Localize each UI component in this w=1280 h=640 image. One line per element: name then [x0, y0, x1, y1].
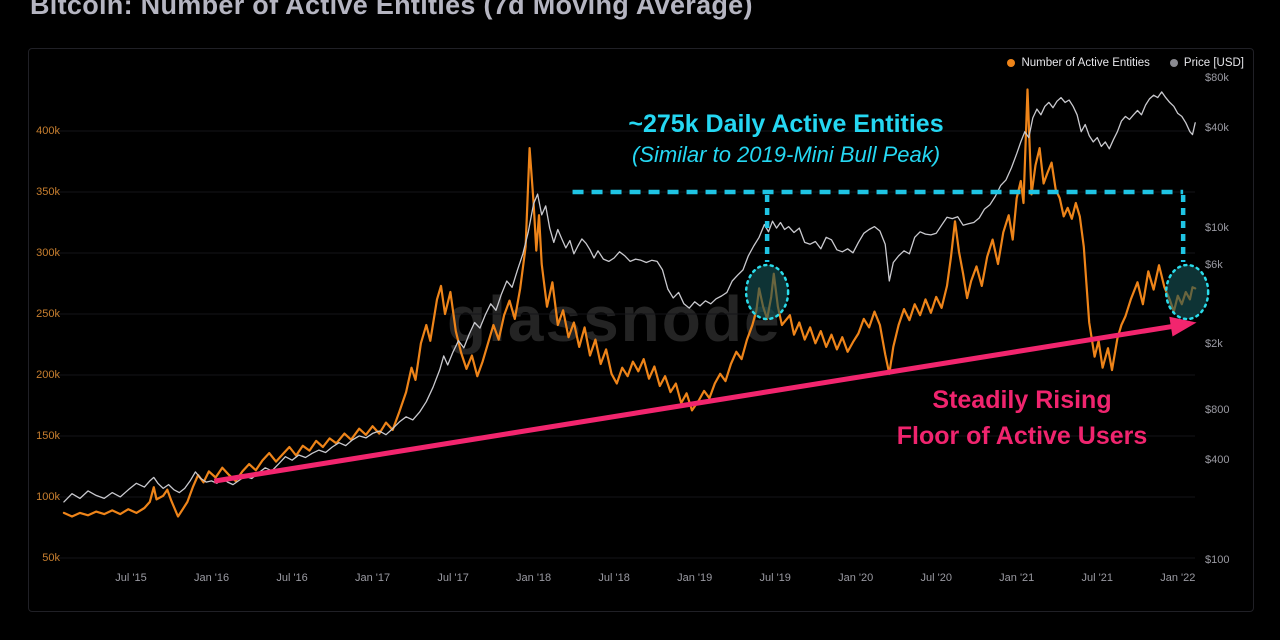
- x-axis-tick: Jul '15: [115, 572, 147, 584]
- chart-title: Bitcoin: Number of Active Entities (7d M…: [30, 0, 753, 20]
- annotation-line: ~275k Daily Active Entities: [628, 110, 944, 138]
- legend-label: Number of Active Entities: [1021, 57, 1150, 69]
- x-axis-tick: Jan '18: [516, 572, 552, 584]
- right-axis-tick: $100: [1205, 554, 1230, 567]
- left-axis-tick: 200k: [36, 369, 60, 381]
- right-axis-tick: $800: [1205, 404, 1230, 417]
- left-axis-tick: 350k: [36, 186, 60, 198]
- x-axis-tick: Jan '21: [999, 572, 1035, 584]
- left-axis-tick: 150k: [36, 430, 60, 442]
- price-series-dot-icon: [1169, 59, 1178, 67]
- left-axis-tick: 50k: [42, 552, 60, 564]
- right-axis-tick: $10k: [1205, 222, 1229, 235]
- annotation-daily-active-entities: ~275k Daily Active Entities (Similar to …: [566, 108, 1006, 170]
- legend-item-entities[interactable]: Number of Active Entities: [1007, 57, 1150, 69]
- x-axis-tick: Jan '17: [355, 572, 391, 584]
- x-axis-tick: Jul '21: [1081, 572, 1113, 584]
- chart-panel: [28, 48, 1254, 612]
- entities-series-dot-icon: [1007, 59, 1016, 67]
- x-axis-tick: Jul '19: [759, 572, 791, 584]
- legend-label: Price [USD]: [1183, 57, 1244, 69]
- left-axis-tick: 300k: [36, 247, 60, 259]
- x-axis-tick: Jan '22: [1160, 572, 1196, 584]
- legend-item-price[interactable]: Price [USD]: [1169, 57, 1244, 69]
- left-axis-tick: 400k: [36, 125, 60, 137]
- right-axis-tick: $400: [1205, 454, 1230, 467]
- annotation-line: (Similar to 2019-Mini Bull Peak): [631, 142, 941, 167]
- legend: Number of Active Entities Price [USD]: [1007, 57, 1244, 69]
- annotation-line: Steadily Rising: [932, 386, 1112, 414]
- x-axis-tick: Jul '18: [598, 572, 630, 584]
- x-axis-tick: Jul '16: [276, 572, 308, 584]
- right-axis-tick: $40k: [1205, 122, 1229, 134]
- left-axis-tick: 100k: [36, 491, 60, 503]
- annotation-rising-floor: Steadily Rising Floor of Active Users: [852, 382, 1192, 454]
- x-axis-tick: Jul '20: [920, 572, 952, 584]
- right-axis-tick: $6k: [1205, 258, 1223, 271]
- x-axis-tick: Jan '20: [838, 572, 874, 584]
- x-axis-tick: Jul '17: [437, 572, 469, 584]
- x-axis-tick: Jan '19: [677, 572, 713, 584]
- right-axis-tick: $80k: [1205, 71, 1229, 84]
- x-axis-tick: Jan '16: [193, 572, 230, 584]
- annotation-line: Floor of Active Users: [896, 422, 1148, 450]
- left-axis-tick: 250k: [36, 308, 60, 320]
- right-axis-tick: $2k: [1205, 338, 1223, 351]
